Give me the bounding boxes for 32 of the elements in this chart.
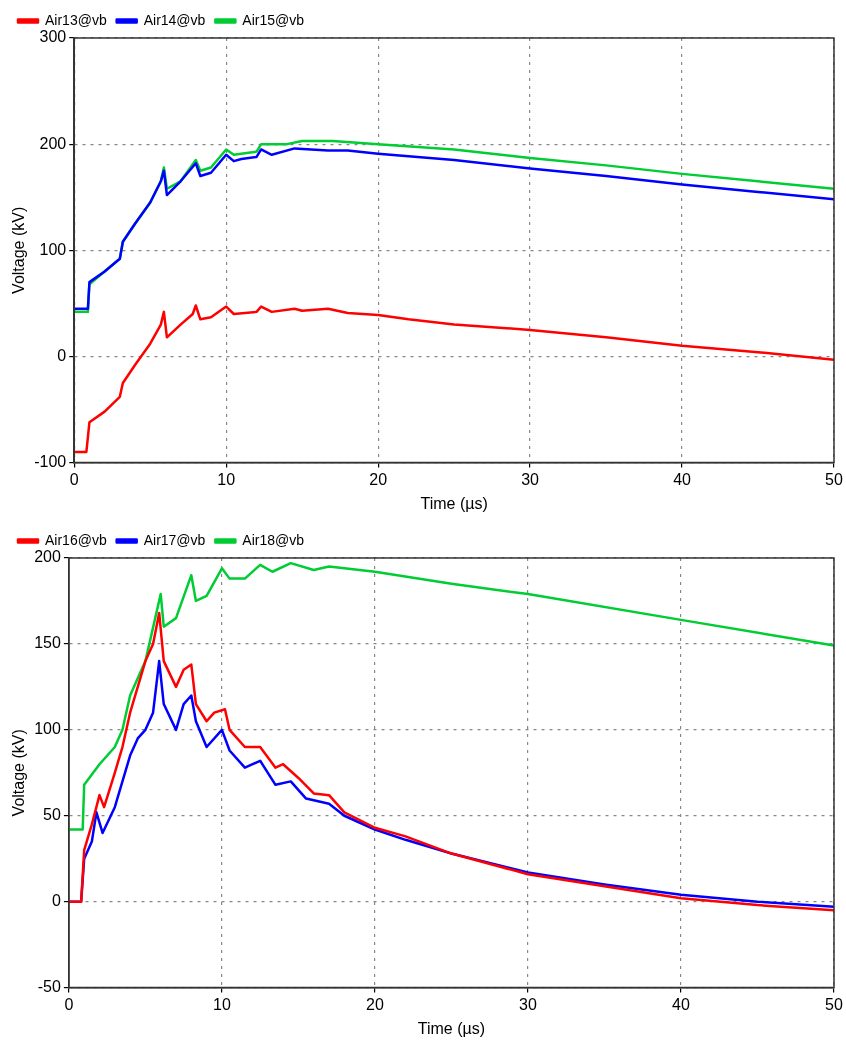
- x-tick-label: 40: [672, 995, 690, 1013]
- x-tick-label: 20: [369, 470, 388, 488]
- x-tick-label: 40: [673, 470, 692, 488]
- y-axis-title: Voltage (kV): [10, 206, 28, 294]
- y-tick-label: 150: [34, 634, 61, 652]
- x-tick-label: 10: [217, 470, 236, 488]
- x-tick-label: 30: [519, 995, 537, 1013]
- y-tick-label: 0: [57, 346, 67, 364]
- y-tick-label: 300: [39, 28, 67, 46]
- x-tick-label: 30: [521, 470, 540, 488]
- y-tick-label: 50: [43, 806, 61, 824]
- y-tick-label: 200: [39, 134, 67, 152]
- legend-label: Air18@vb: [242, 531, 305, 548]
- x-tick-label: 20: [366, 995, 384, 1013]
- x-tick-label: 10: [213, 995, 231, 1013]
- x-axis-title: Time (µs): [420, 494, 488, 512]
- legend-label: Air17@vb: [143, 531, 206, 548]
- legend-label: Air14@vb: [143, 11, 206, 28]
- y-tick-label: -50: [37, 978, 61, 996]
- y-tick-label: 100: [39, 240, 67, 258]
- y-tick-label: 200: [34, 548, 61, 566]
- legend-label: Air15@vb: [242, 11, 305, 28]
- y-tick-label: 100: [34, 720, 61, 738]
- y-axis-title: Voltage (kV): [10, 729, 28, 817]
- y-tick-label: 0: [51, 892, 61, 910]
- x-axis-title: Time (µs): [417, 1019, 486, 1037]
- x-tick-label: 50: [825, 470, 843, 488]
- x-tick-label: 0: [69, 470, 79, 488]
- x-tick-label: 50: [825, 995, 843, 1013]
- legend-label: Air16@vb: [45, 531, 107, 548]
- legend-label: Air13@vb: [45, 11, 107, 28]
- y-tick-label: -100: [34, 453, 67, 471]
